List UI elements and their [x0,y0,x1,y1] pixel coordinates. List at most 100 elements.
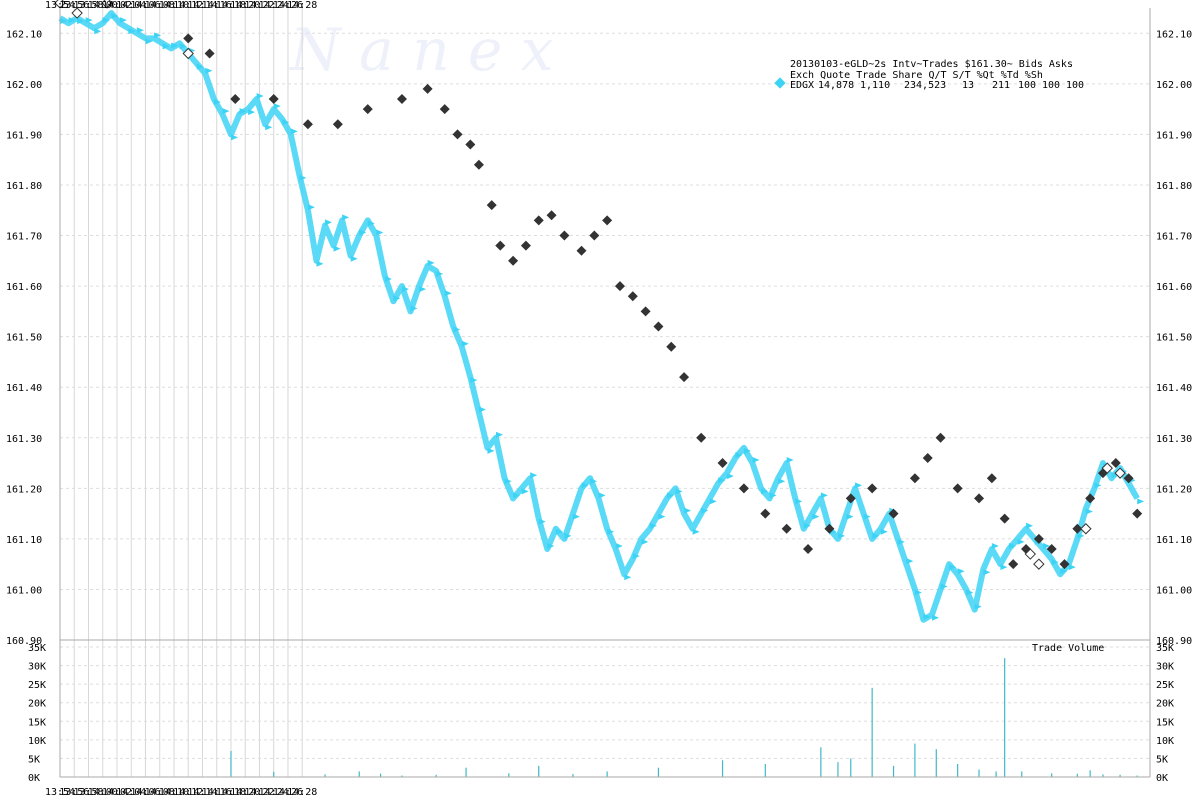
trade-marker [952,483,963,494]
quote-marker [940,583,948,590]
vol-tick-label-right: 5K [1156,754,1168,765]
quote-marker [684,507,692,514]
quote-marker [111,13,119,20]
y-tick-label-right: 161.30 [1156,434,1192,445]
quote-marker [692,528,700,535]
vol-tick-label-right: 0K [1156,773,1168,784]
x-tick-label-bottom: 14:10 [159,787,189,798]
quote-marker [1000,564,1008,571]
quote-marker [666,492,674,499]
x-tick-label-top: 14:28 [287,0,317,11]
trade-marker [679,372,690,383]
quote-marker [598,492,606,499]
quote-marker [837,532,845,539]
quote-marker [658,513,666,520]
axes: 13:5413:5413:5613:5613:5813:5814:0014:00… [6,0,1192,798]
vol-tick-label-left: 30K [28,662,46,673]
quote-marker [675,488,683,495]
trade-marker-outlined [1101,462,1113,474]
trade-marker [332,119,343,130]
trade-marker [576,245,587,256]
quote-marker [68,17,76,24]
quote-marker [1008,542,1016,549]
quote-marker [478,406,486,413]
legend-exch: EDGX [790,80,814,91]
quote-marker [282,119,290,126]
y-tick-label-left: 161.90 [6,130,42,141]
trade-marker-outlined [1024,548,1037,560]
quote-marker [624,574,632,581]
x-tick-label-bottom: 14:14 [187,787,217,798]
trade-marker-outlined [101,0,113,9]
trade-marker [473,159,484,170]
x-tick-label-top: 14:02 [102,0,132,11]
trade-marker [717,458,728,469]
quote-marker [504,478,512,485]
x-tick-label-top: 14:18 [216,0,246,11]
y-tick-label-right: 161.80 [1156,181,1192,192]
y-tick-label-right: 162.10 [1156,29,1192,40]
volume-title: Trade Volume [1032,643,1104,654]
trade-marker [986,473,997,484]
trade-marker [559,230,570,241]
quote-marker [564,532,572,539]
trade-marker [935,432,946,443]
x-tick-label-bottom: 14:06 [130,787,160,798]
quote-marker [718,477,726,484]
y-tick-label-left: 161.40 [6,383,42,394]
x-tick-label-top: 14:16 [202,0,232,11]
quote-marker [872,532,880,539]
quote-marker [154,32,162,39]
trade-marker [867,483,878,494]
trade-marker [396,94,407,105]
trade-marker [824,523,835,534]
trade-marker [760,508,771,519]
quote-marker [632,553,640,560]
trade-marker-outlined [54,0,66,9]
quote-marker [581,482,589,489]
trade-marker-outlined [1033,558,1045,570]
vol-tick-label-right: 25K [1156,680,1174,691]
x-tick-label-bottom: 14:24 [259,787,289,798]
x-tick-label-bottom: 14:22 [244,787,274,798]
quote-marker [1137,498,1145,505]
trade-marker [452,129,463,140]
legend-trade: 1,110 [860,80,890,91]
quote-marker [649,522,657,529]
trade-marker [666,341,677,352]
quote-marker [1060,568,1068,575]
trade-marker-outlined [71,7,83,19]
x-tick-label-top: 14:22 [244,0,274,11]
y-tick-label-right: 162.00 [1156,80,1192,91]
trade-marker [204,48,215,59]
vol-tick-label-right: 20K [1156,699,1174,710]
quote-marker [248,109,256,116]
quote-marker [555,528,563,535]
trade-marker [362,104,373,115]
trade-marker [602,215,613,226]
trade-marker [508,255,519,266]
x-tick-label-top: 13:54 [45,0,75,11]
x-tick-label-top: 13:58 [73,0,103,11]
quote-marker [547,542,555,549]
quote-marker [419,286,427,293]
y-tick-label-right: 161.10 [1156,535,1192,546]
quote-marker [1051,559,1059,566]
watermark-text: N a n e x [288,16,553,84]
quote-marker [709,498,717,505]
x-tick-label-bottom: 14:04 [116,787,146,798]
quote-marker [333,245,341,252]
legend-header: Exch Quote Trade Share Q/T S/T %Qt %Td %… [790,70,1043,81]
trade-marker [1008,559,1019,570]
trade-marker [230,94,241,105]
quote-marker [906,558,914,565]
y-tick-label-left: 161.30 [6,434,42,445]
quote-marker [222,108,230,115]
quote-marker [778,478,786,485]
y-tick-label-left: 161.10 [6,535,42,546]
vol-tick-label-left: 0K [28,773,40,784]
quote-marker [265,124,273,131]
quote-marker [367,220,375,227]
